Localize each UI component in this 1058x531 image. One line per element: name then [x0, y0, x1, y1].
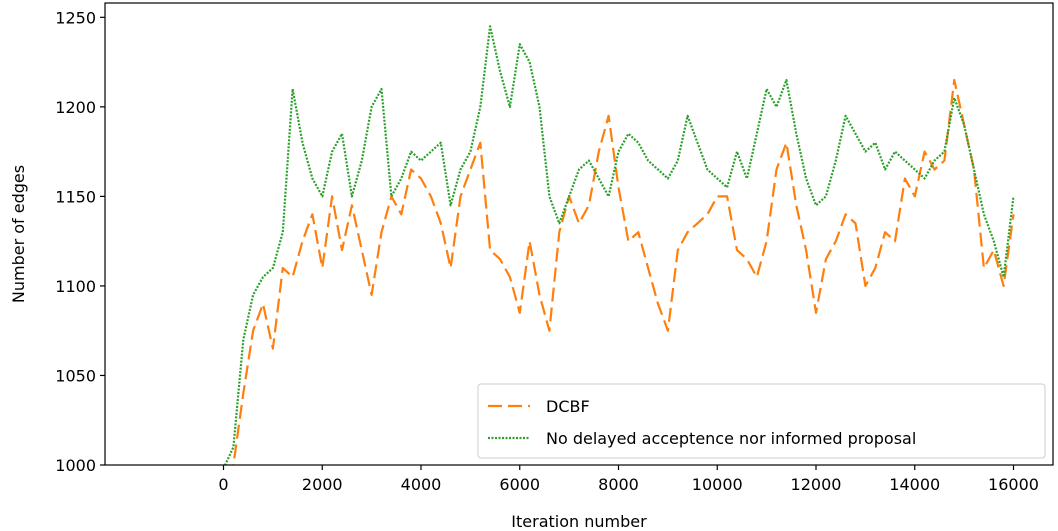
- legend: DCBF No delayed acceptence nor informed p…: [477, 383, 1046, 459]
- series-line-dcbf: [231, 78, 1015, 465]
- y-tick-label: 1200: [55, 98, 96, 117]
- x-tick-label: 10000: [692, 475, 743, 494]
- x-tick-label: 6000: [499, 475, 540, 494]
- x-tick-label: 2000: [302, 475, 343, 494]
- x-tick-label: 16000: [988, 475, 1039, 494]
- series-layer: [223, 25, 1015, 465]
- x-tick-label: 4000: [401, 475, 442, 494]
- x-axis: 0 2000 4000 6000 8000 10000 12000 14000 16000: [218, 465, 1039, 494]
- x-tick-label: 14000: [889, 475, 940, 494]
- y-tick-label: 1050: [55, 366, 96, 385]
- x-axis-title: Iteration number: [511, 512, 647, 531]
- legend-box: [477, 383, 1046, 459]
- y-tick-label: 1100: [55, 277, 96, 296]
- series-line-no-delayed-acceptance: [223, 25, 1015, 465]
- y-axis-title: Number of edges: [9, 165, 28, 303]
- legend-label: DCBF: [546, 397, 590, 416]
- y-tick-label: 1000: [55, 456, 96, 475]
- legend-label: No delayed acceptence nor informed propo…: [546, 429, 916, 448]
- x-tick-label: 8000: [598, 475, 639, 494]
- x-tick-label: 0: [218, 475, 228, 494]
- y-tick-label: 1150: [55, 187, 96, 206]
- y-tick-label: 1250: [55, 8, 96, 27]
- x-tick-label: 12000: [791, 475, 842, 494]
- y-axis: 1000 1050 1100 1150 1200 1250: [55, 8, 105, 475]
- plot-frame: [104, 2, 1054, 466]
